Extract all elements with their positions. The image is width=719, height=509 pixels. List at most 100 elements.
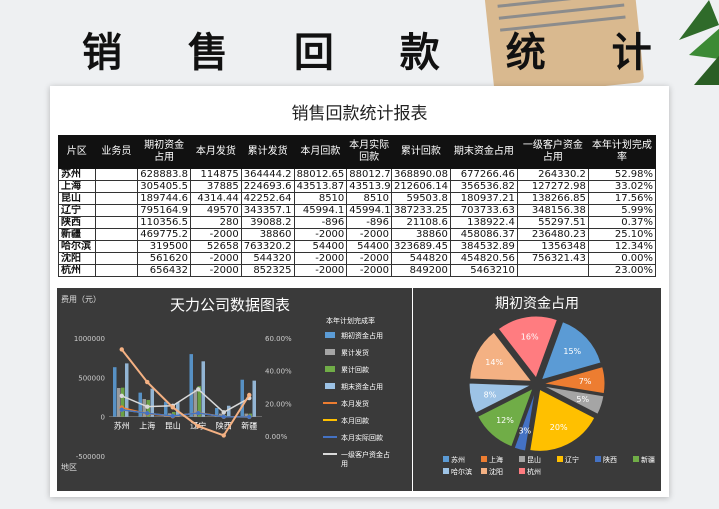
pie-legend-label: 新疆 [641, 455, 655, 464]
table-cell: 323689.45 [390, 240, 451, 253]
table-cell: -896 [346, 216, 392, 229]
table-cell: 0.00% [587, 252, 657, 265]
column-header: 累计发货 [240, 135, 295, 169]
table-cell: 43513.9 [346, 180, 392, 193]
table-cell: 88012.7 [346, 168, 392, 181]
table-row: 辽宁 795164.9 49570 343357.1 45994.1 45994.1 387… [58, 204, 657, 217]
line-point [119, 393, 124, 399]
table-cell: 43513.87 [293, 180, 348, 193]
line-point [170, 413, 175, 419]
table-cell: 辽宁 [58, 204, 96, 217]
x-tick-label: 昆山 [165, 421, 181, 431]
line-point [119, 407, 124, 412]
table-cell [94, 264, 139, 277]
table-cell [94, 252, 139, 265]
table-cell: 52658 [189, 240, 242, 253]
table-cell: -2000 [293, 228, 348, 241]
x-tick-label: 新疆 [241, 421, 257, 431]
table-cell: 368890.08 [390, 168, 451, 181]
column-header: 本月发货 [189, 135, 242, 169]
pie-title: 期初资金占用 [495, 295, 579, 312]
table-cell: 54400 [346, 240, 392, 253]
line-point [145, 411, 150, 416]
pie-legend-label: 杭州 [527, 467, 541, 476]
bar [117, 387, 121, 417]
y2-tick-label: 60.00% [265, 335, 292, 343]
table-cell: 4314.44 [189, 192, 242, 205]
table-cell: 哈尔滨 [58, 240, 96, 253]
pie-legend-swatch [519, 468, 525, 474]
table-cell: 656432 [137, 264, 191, 277]
bar [125, 363, 129, 417]
table-cell: 138266.85 [516, 192, 589, 205]
table-cell [94, 204, 139, 217]
table-cell: 224693.6 [240, 180, 295, 193]
plant-decoration [679, 0, 719, 85]
table-cell: 280 [189, 216, 242, 229]
x-tick-label: 上海 [139, 421, 155, 431]
table-cell: 1356348 [516, 240, 589, 253]
line-point [221, 414, 226, 419]
pie-slice [476, 387, 534, 448]
table-cell: 37885 [189, 180, 242, 193]
table-cell [94, 168, 139, 181]
pie-data-label: 8% [484, 390, 497, 399]
table-cell [94, 240, 139, 253]
table-cell: 12.34% [587, 240, 657, 253]
table-cell: -2000 [293, 264, 348, 277]
legend-label: 本月实际回款 [341, 433, 383, 442]
table-cell: 沈阳 [58, 252, 96, 265]
table-cell: -2000 [346, 264, 392, 277]
table-cell: 8510 [293, 192, 348, 205]
table-cell: 49570 [189, 204, 242, 217]
series-line [121, 388, 250, 414]
pie-legend-swatch [557, 456, 563, 462]
series-line [121, 408, 250, 418]
pie-legend-label: 上海 [489, 455, 503, 464]
table-cell: 昆山 [58, 192, 96, 205]
table-cell: 38860 [240, 228, 295, 241]
bar [176, 402, 180, 417]
table-cell: 458086.37 [449, 228, 518, 241]
line-point [196, 424, 201, 429]
table-header-row: 片区 业务员 期初资金占用 本月发货 累计发货 本月回款 本月实际回款 累计回款 期末资金占用一… [58, 135, 657, 169]
table-cell: 849200 [390, 264, 451, 277]
pie-data-label: 15% [563, 347, 581, 356]
pie-legend-label: 昆山 [527, 455, 541, 464]
table-cell [94, 228, 139, 241]
pie-slice [542, 365, 606, 395]
table-body: 苏州 628883.8 114875 364444.2 88012.65 88012.7 3… [58, 168, 657, 277]
table-row: 苏州 628883.8 114875 364444.2 88012.65 88012.7 3… [58, 168, 657, 181]
y2-tick-label: 20.00% [265, 400, 292, 408]
table-cell: 0.37% [587, 216, 657, 229]
pie-legend-swatch [595, 456, 601, 462]
pie-legend-swatch [481, 468, 487, 474]
legend-swatch [325, 349, 335, 355]
column-header: 本月回款 [293, 135, 348, 169]
column-header: 业务员 [94, 135, 139, 169]
y-tick-label: -500000 [76, 453, 105, 461]
table-cell: 544320 [240, 252, 295, 265]
table-cell: -2000 [346, 252, 392, 265]
table-cell: 356536.82 [449, 180, 518, 193]
line-point [170, 405, 175, 410]
pie-legend-swatch [443, 468, 449, 474]
bar [215, 407, 219, 417]
pie-legend-label: 沈阳 [489, 467, 503, 476]
legend-label: 期初资金占用 [341, 331, 383, 340]
pie-slice [513, 389, 536, 452]
table-row: 上海 305405.5 37885 224693.6 43513.87 43513.9 21… [58, 180, 657, 193]
table-cell: -2000 [346, 228, 392, 241]
y-tick-label: 1000000 [74, 335, 105, 343]
table-cell [94, 180, 139, 193]
table-cell: 54400 [293, 240, 348, 253]
table-cell: 236480.23 [516, 228, 589, 241]
table-cell: 343357.1 [240, 204, 295, 217]
bar [244, 413, 248, 417]
pie-legend-label: 哈尔滨 [451, 467, 472, 476]
bar [197, 386, 201, 417]
pie-slice [529, 388, 596, 452]
table-cell: -2000 [189, 228, 242, 241]
table-cell: 189744.6 [137, 192, 191, 205]
table-cell: 319500 [137, 240, 191, 253]
